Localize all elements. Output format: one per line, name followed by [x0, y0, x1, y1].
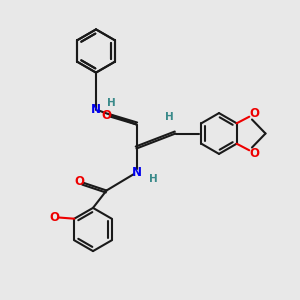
Text: O: O: [250, 147, 260, 160]
Text: N: N: [91, 103, 101, 116]
Text: H: H: [165, 112, 174, 122]
Text: O: O: [250, 107, 260, 120]
Text: O: O: [74, 175, 85, 188]
Text: H: H: [148, 173, 158, 184]
Text: O: O: [50, 211, 60, 224]
Text: O: O: [101, 109, 112, 122]
Text: N: N: [131, 166, 142, 179]
Text: H: H: [107, 98, 116, 108]
